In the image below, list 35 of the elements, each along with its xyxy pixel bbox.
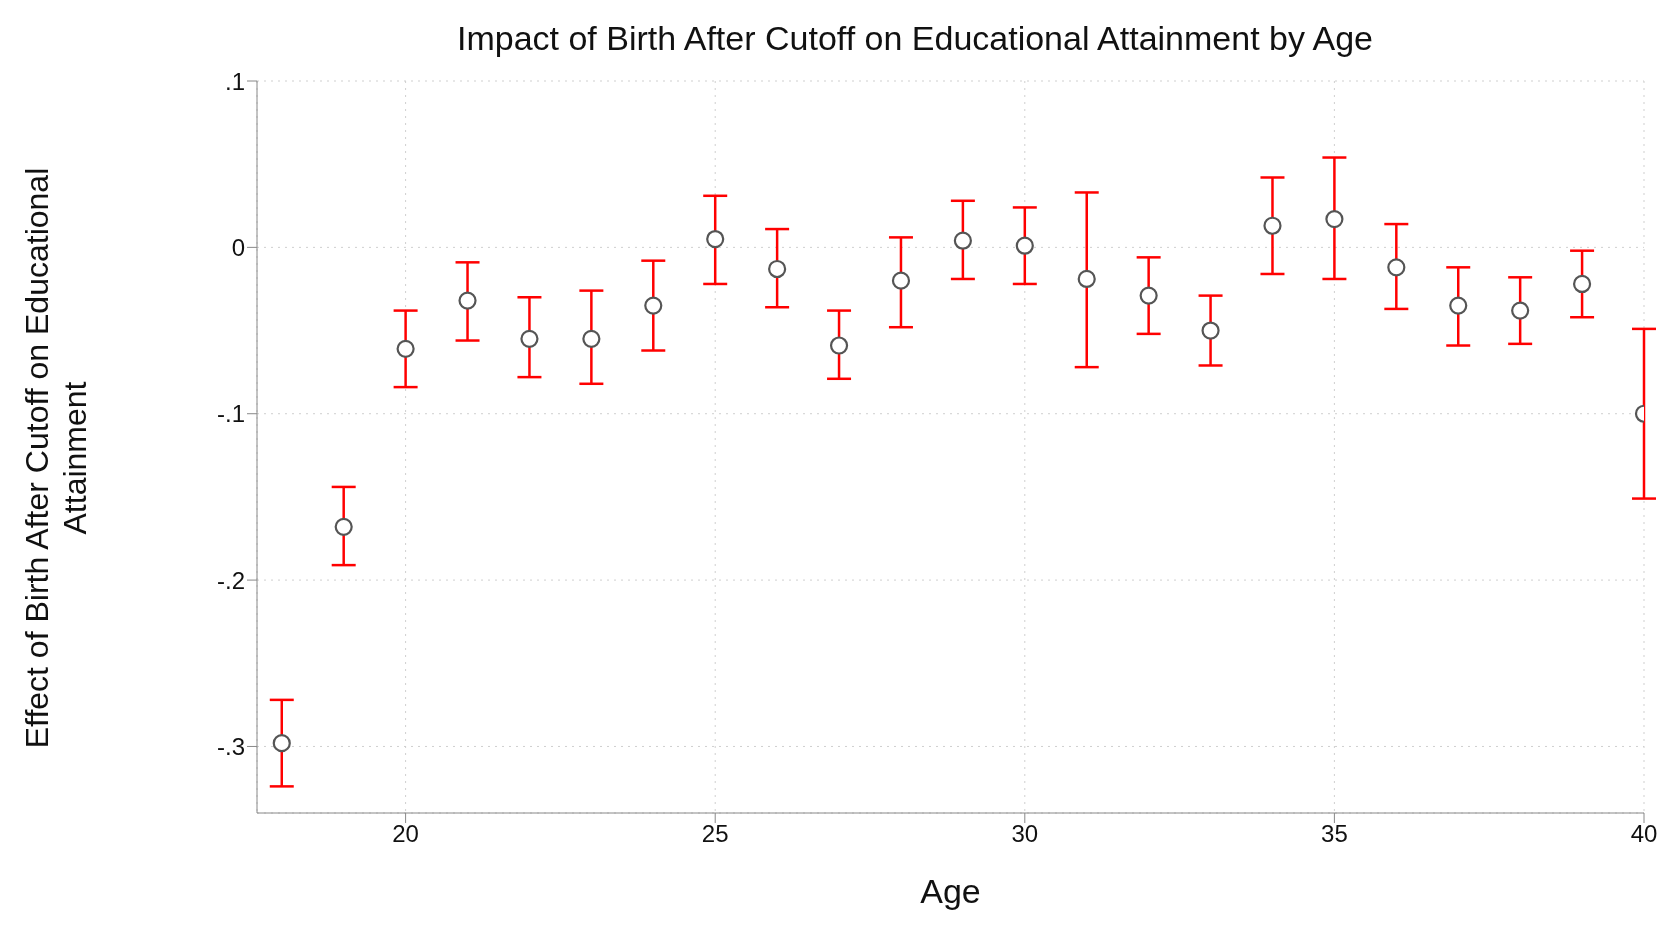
y-axis-title: Effect of Birth After Cutoff on Educational Attainment [19,167,93,749]
point [458,291,477,310]
y-tick-label: .1 [224,67,245,95]
point [1201,321,1220,340]
point [1077,269,1096,289]
y-tick-label: -.1 [216,400,245,428]
point [1572,274,1592,294]
x-tick-label: 30 [1011,820,1039,848]
y-tick-label: 0 [231,233,245,261]
x-tick-label: 20 [392,820,419,848]
point [582,329,601,348]
point [953,231,972,250]
y-tick-label: -.2 [216,566,245,594]
x-tick-label: 40 [1630,820,1658,848]
point [520,329,539,348]
point [706,229,725,249]
point [891,271,911,290]
point [334,517,353,536]
x-tick-label: 35 [1321,820,1348,848]
y-tick-label: -.3 [216,732,245,760]
point [1387,258,1406,277]
point [644,296,663,315]
point [768,259,787,279]
point [1139,286,1158,305]
point [1511,301,1530,320]
point [1449,296,1468,315]
x-tick-label: 25 [701,820,729,848]
point [396,339,415,358]
point [1263,216,1282,235]
point [829,336,849,355]
point [1015,236,1034,255]
point [272,734,291,753]
x-axis-title: Age [920,872,981,910]
chart-title: Impact of Birth After Cutoff on Educational Attainment by Age [456,19,1374,57]
point [1325,209,1344,229]
